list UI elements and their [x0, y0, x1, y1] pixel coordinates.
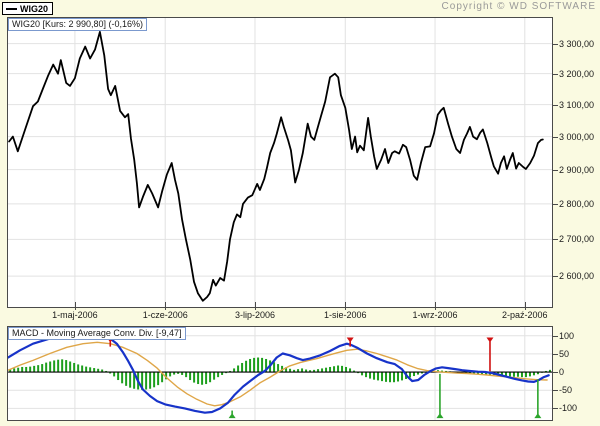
- y-axis-tick-label: 2 700,00: [559, 234, 595, 245]
- price-chart-panel[interactable]: WIG20 [Kurs: 2 990,80] (-0,16%): [7, 17, 553, 308]
- x-axis-tick: [254, 302, 256, 310]
- y-axis-tick-label: 3 000,00: [559, 131, 595, 142]
- y-axis-tick: [553, 43, 558, 45]
- instrument-legend[interactable]: WIG20: [2, 2, 54, 15]
- macd-chart-canvas[interactable]: [8, 327, 552, 420]
- x-axis-tick: [345, 302, 347, 310]
- y-axis-tick-label: 3 300,00: [559, 38, 595, 49]
- y-axis-tick-label: -50: [559, 385, 573, 396]
- y-axis-tick: [553, 203, 558, 205]
- x-axis-tick: [524, 302, 526, 310]
- x-axis-tick-label: 1-maj-2006: [52, 310, 98, 320]
- y-axis-tick-label: 50: [559, 348, 570, 359]
- y-axis-tick: [553, 353, 558, 355]
- y-axis-tick-label: 2 800,00: [559, 198, 595, 209]
- y-axis-tick-label: 0: [559, 367, 565, 378]
- y-axis-tick-label: -100: [559, 403, 578, 414]
- y-axis-tick-label: 2 600,00: [559, 271, 595, 282]
- y-axis-tick: [553, 335, 558, 337]
- price-chart-canvas[interactable]: [8, 18, 552, 307]
- y-axis-tick: [553, 276, 558, 278]
- y-axis-tick: [553, 408, 558, 410]
- copyright-text: Copyright © WD SOFTWARE: [441, 1, 596, 12]
- y-axis-tick: [553, 390, 558, 392]
- y-axis-tick-label: 3 100,00: [559, 99, 595, 110]
- x-axis-tick: [165, 302, 167, 310]
- y-axis-tick: [553, 136, 558, 138]
- y-axis-tick: [553, 239, 558, 241]
- legend-symbol-label: WIG20: [20, 3, 49, 14]
- y-axis-tick-label: 3 200,00: [559, 68, 595, 79]
- macd-indicator-panel[interactable]: MACD - Moving Average Conv. Div. [-9,47]: [7, 326, 553, 421]
- x-axis-tick-label: 1-cze-2006: [142, 310, 188, 320]
- y-axis-tick-label: 100: [559, 330, 575, 341]
- macd-info-label[interactable]: MACD - Moving Average Conv. Div. [-9,47]: [8, 327, 186, 340]
- x-axis-tick-label: 1-sie-2006: [324, 310, 367, 320]
- x-axis-tick-label: 2-paź-2006: [502, 310, 548, 320]
- x-axis-tick-label: 1-wrz-2006: [412, 310, 458, 320]
- y-axis-tick: [553, 169, 558, 171]
- y-axis-tick: [553, 372, 558, 374]
- x-axis-tick: [74, 302, 76, 310]
- x-axis-tick-label: 3-lip-2006: [234, 310, 275, 320]
- y-axis-tick: [553, 73, 558, 75]
- y-axis-tick-label: 2 900,00: [559, 164, 595, 175]
- price-info-label[interactable]: WIG20 [Kurs: 2 990,80] (-0,16%): [8, 18, 148, 31]
- y-axis-tick: [553, 104, 558, 106]
- series-line-icon: [6, 7, 17, 10]
- x-axis-tick: [435, 302, 437, 310]
